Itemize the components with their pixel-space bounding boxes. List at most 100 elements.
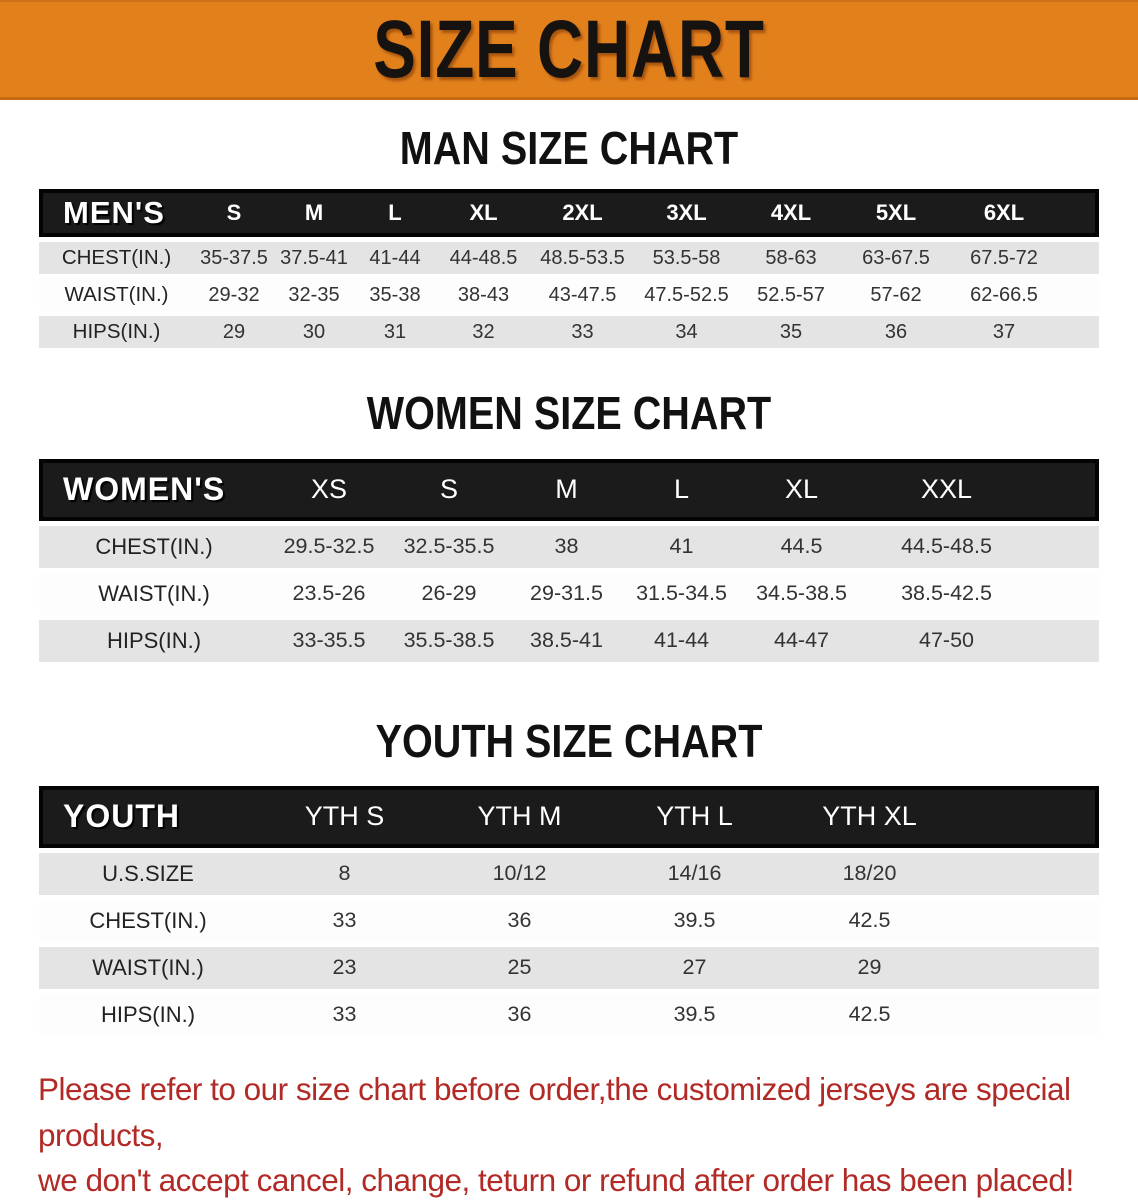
spacer-cell xyxy=(1029,525,1099,568)
size-cell: 41 xyxy=(624,525,739,568)
spacer-cell xyxy=(957,785,1099,848)
row-label: HIPS(IN.) xyxy=(39,619,269,662)
table-row: CHEST(IN.) 35-37.5 37.5-41 41-44 44-48.5… xyxy=(39,242,1099,275)
size-cell: 23 xyxy=(257,946,432,989)
spacer-cell xyxy=(1059,279,1099,312)
size-cell: 37 xyxy=(949,316,1059,349)
size-cell: 30 xyxy=(274,316,354,349)
spacer-cell xyxy=(1059,189,1099,238)
size-cell: 36 xyxy=(432,899,607,942)
size-cell: 29-32 xyxy=(194,279,274,312)
size-cell: 36 xyxy=(843,316,949,349)
size-cell: 47-50 xyxy=(864,619,1029,662)
column-header-m: M xyxy=(274,189,354,238)
column-header-5xl: 5XL xyxy=(843,189,949,238)
size-cell: 62-66.5 xyxy=(949,279,1059,312)
size-cell: 38.5-42.5 xyxy=(864,572,1029,615)
column-header-xxl: XXL xyxy=(864,458,1029,521)
size-cell: 38.5-41 xyxy=(509,619,624,662)
size-cell: 25 xyxy=(432,946,607,989)
mens-size-table: MEN'S S M L XL 2XL 3XL 4XL 5XL 6XL CHEST… xyxy=(39,184,1099,353)
row-label: WAIST(IN.) xyxy=(39,279,194,312)
size-cell: 44.5 xyxy=(739,525,864,568)
row-label: WAIST(IN.) xyxy=(39,572,269,615)
column-header-s: S xyxy=(389,458,509,521)
table-row: HIPS(IN.) 33-35.5 35.5-38.5 38.5-41 41-4… xyxy=(39,619,1099,662)
size-cell: 35.5-38.5 xyxy=(389,619,509,662)
size-cell: 18/20 xyxy=(782,852,957,895)
size-cell: 29 xyxy=(194,316,274,349)
column-header-yth-xl: YTH XL xyxy=(782,785,957,848)
table-row: HIPS(IN.) 29 30 31 32 33 34 35 36 37 xyxy=(39,316,1099,349)
table-corner-label: YOUTH xyxy=(39,785,257,848)
size-cell: 29-31.5 xyxy=(509,572,624,615)
size-cell: 35 xyxy=(739,316,843,349)
size-cell: 63-67.5 xyxy=(843,242,949,275)
size-cell: 47.5-52.5 xyxy=(634,279,739,312)
row-label: HIPS(IN.) xyxy=(39,316,194,349)
spacer-cell xyxy=(957,899,1099,942)
column-header-6xl: 6XL xyxy=(949,189,1059,238)
size-cell: 39.5 xyxy=(607,899,782,942)
disclaimer-line-2: we don't accept cancel, change, teturn o… xyxy=(38,1162,1074,1199)
size-cell: 34.5-38.5 xyxy=(739,572,864,615)
size-cell: 39.5 xyxy=(607,993,782,1036)
size-cell: 29 xyxy=(782,946,957,989)
size-cell: 52.5-57 xyxy=(739,279,843,312)
row-label: CHEST(IN.) xyxy=(39,525,269,568)
column-header-3xl: 3XL xyxy=(634,189,739,238)
size-cell: 44-48.5 xyxy=(436,242,531,275)
table-header-row: MEN'S S M L XL 2XL 3XL 4XL 5XL 6XL xyxy=(39,189,1099,238)
banner-title: SIZE CHART xyxy=(373,4,765,95)
column-header-s: S xyxy=(194,189,274,238)
size-chart-banner: SIZE CHART xyxy=(0,0,1138,100)
women-section-heading: WOMEN SIZE CHART xyxy=(366,387,772,440)
column-header-xl: XL xyxy=(436,189,531,238)
table-row: CHEST(IN.) 33 36 39.5 42.5 xyxy=(39,899,1099,942)
size-cell: 37.5-41 xyxy=(274,242,354,275)
size-cell: 44.5-48.5 xyxy=(864,525,1029,568)
youth-size-table: YOUTH YTH S YTH M YTH L YTH XL U.S.SIZE … xyxy=(39,781,1099,1041)
size-cell: 27 xyxy=(607,946,782,989)
table-header-row: WOMEN'S XS S M L XL XXL xyxy=(39,458,1099,521)
table-row: WAIST(IN.) 23 25 27 29 xyxy=(39,946,1099,989)
size-cell: 8 xyxy=(257,852,432,895)
table-corner-label: WOMEN'S xyxy=(39,458,269,521)
size-cell: 33 xyxy=(531,316,634,349)
size-cell: 38-43 xyxy=(436,279,531,312)
size-cell: 41-44 xyxy=(354,242,436,275)
size-cell: 33 xyxy=(257,993,432,1036)
size-cell: 48.5-53.5 xyxy=(531,242,634,275)
spacer-cell xyxy=(957,946,1099,989)
size-cell: 14/16 xyxy=(607,852,782,895)
size-cell: 10/12 xyxy=(432,852,607,895)
table-header-row: YOUTH YTH S YTH M YTH L YTH XL xyxy=(39,785,1099,848)
row-label: U.S.SIZE xyxy=(39,852,257,895)
spacer-cell xyxy=(1029,458,1099,521)
column-header-m: M xyxy=(509,458,624,521)
size-cell: 33-35.5 xyxy=(269,619,389,662)
table-row: HIPS(IN.) 33 36 39.5 42.5 xyxy=(39,993,1099,1036)
spacer-cell xyxy=(1029,572,1099,615)
column-header-l: L xyxy=(354,189,436,238)
column-header-yth-l: YTH L xyxy=(607,785,782,848)
size-cell: 43-47.5 xyxy=(531,279,634,312)
column-header-2xl: 2XL xyxy=(531,189,634,238)
spacer-cell xyxy=(957,852,1099,895)
table-row: CHEST(IN.) 29.5-32.5 32.5-35.5 38 41 44.… xyxy=(39,525,1099,568)
womens-size-table: WOMEN'S XS S M L XL XXL CHEST(IN.) 29.5-… xyxy=(39,454,1099,667)
column-header-yth-m: YTH M xyxy=(432,785,607,848)
row-label: WAIST(IN.) xyxy=(39,946,257,989)
column-header-4xl: 4XL xyxy=(739,189,843,238)
size-cell: 34 xyxy=(634,316,739,349)
size-cell: 42.5 xyxy=(782,993,957,1036)
spacer-cell xyxy=(957,993,1099,1036)
size-cell: 33 xyxy=(257,899,432,942)
disclaimer-line-1: Please refer to our size chart before or… xyxy=(38,1070,1071,1153)
column-header-xs: XS xyxy=(269,458,389,521)
size-cell: 29.5-32.5 xyxy=(269,525,389,568)
disclaimer-text: Please refer to our size chart before or… xyxy=(38,1067,1100,1204)
column-header-yth-s: YTH S xyxy=(257,785,432,848)
size-cell: 44-47 xyxy=(739,619,864,662)
size-cell: 58-63 xyxy=(739,242,843,275)
